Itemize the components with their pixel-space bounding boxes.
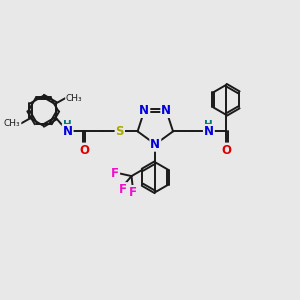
- Text: H: H: [205, 120, 213, 130]
- Text: CH₃: CH₃: [66, 94, 82, 103]
- Text: F: F: [111, 167, 119, 180]
- Text: N: N: [63, 125, 73, 138]
- Text: S: S: [116, 125, 124, 138]
- Text: N: N: [150, 138, 160, 151]
- Text: N: N: [140, 104, 149, 117]
- Text: F: F: [119, 183, 127, 196]
- Text: H: H: [63, 120, 72, 130]
- Text: CH₃: CH₃: [4, 119, 21, 128]
- Text: O: O: [80, 143, 90, 157]
- Text: N: N: [161, 104, 171, 117]
- Text: N: N: [204, 125, 214, 138]
- Text: F: F: [129, 186, 137, 199]
- Text: O: O: [221, 143, 231, 157]
